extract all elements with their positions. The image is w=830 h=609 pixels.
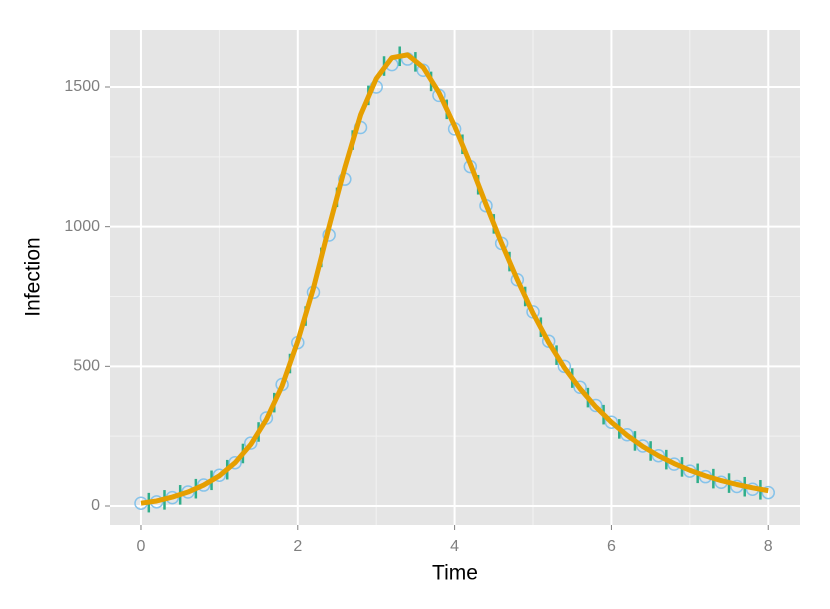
x-tick-label: 2 bbox=[293, 538, 302, 555]
y-axis-label: Infection bbox=[22, 237, 45, 316]
data-point bbox=[761, 485, 775, 500]
y-tick-label: 1000 bbox=[64, 218, 100, 235]
y-tick-label: 500 bbox=[73, 358, 100, 375]
data-point bbox=[416, 63, 430, 77]
y-tick-label: 1500 bbox=[64, 78, 100, 95]
data-point bbox=[588, 398, 603, 413]
data-point bbox=[243, 436, 258, 450]
data-point bbox=[557, 359, 572, 374]
data-point bbox=[604, 415, 619, 429]
x-tick-label: 4 bbox=[450, 538, 459, 555]
fit-line bbox=[140, 52, 769, 506]
data-point bbox=[212, 468, 227, 483]
data-point bbox=[636, 439, 650, 453]
x-tick-label: 8 bbox=[764, 538, 773, 555]
x-tick-label: 0 bbox=[137, 538, 146, 555]
data-point bbox=[228, 455, 242, 470]
x-axis-label: Time bbox=[432, 562, 478, 585]
data-point bbox=[573, 380, 587, 395]
x-tick-label: 6 bbox=[607, 538, 616, 555]
y-tick-label: 0 bbox=[91, 497, 100, 514]
data-point bbox=[620, 428, 634, 442]
data-point bbox=[651, 448, 666, 463]
